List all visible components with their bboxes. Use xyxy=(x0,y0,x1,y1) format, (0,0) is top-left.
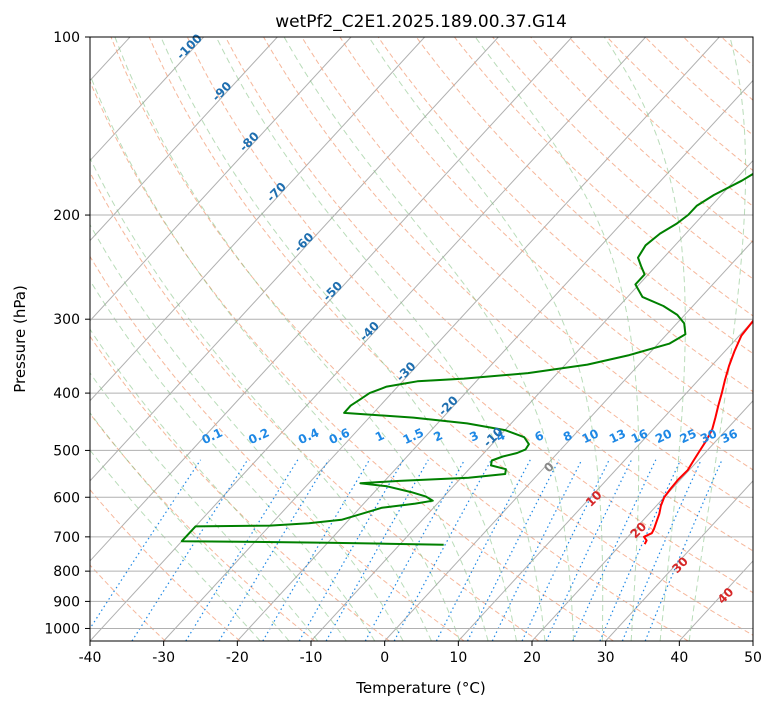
isotherm-line xyxy=(163,37,720,641)
mixing-ratio-line xyxy=(325,459,429,641)
x-tick-label: -40 xyxy=(79,650,102,666)
moist-adiabat-line xyxy=(90,412,290,641)
axis-ticks: -40 -30 -20 -10 0 10 20 30 40 50 100 200 300 400 500 60… xyxy=(44,30,762,666)
isotherm-line xyxy=(90,37,573,562)
y-tick-label: 800 xyxy=(53,564,80,580)
mixing-ratio-line xyxy=(545,459,633,641)
dry-adiabat-line xyxy=(148,37,753,636)
dry-adiabat-line xyxy=(186,37,753,594)
y-tick-label: 400 xyxy=(53,386,80,402)
mixing-ratio-line xyxy=(621,459,702,641)
mixing-ratio-label: 25 xyxy=(678,426,699,446)
x-tick-label: 0 xyxy=(380,650,389,666)
isotherm-line xyxy=(310,159,753,641)
dry-adiabat-line xyxy=(606,37,753,172)
moist-adiabat-line xyxy=(283,37,575,641)
moist-adiabat-line xyxy=(160,37,517,641)
plot-background xyxy=(90,37,753,641)
chart-title: wetPf2_C2E1.2025.189.00.37.G14 xyxy=(275,12,567,32)
dry-adiabat-line xyxy=(110,37,689,641)
x-tick-label: -30 xyxy=(152,650,175,666)
x-tick-label: 40 xyxy=(670,650,688,666)
mixing-ratio-label: 36 xyxy=(719,426,740,446)
dry-adiabat-line xyxy=(339,37,753,431)
moist-adiabat-line xyxy=(90,73,461,641)
dry-adiabat-line xyxy=(415,37,753,355)
x-tick-label: 10 xyxy=(449,650,467,666)
mixing-ratio-line xyxy=(298,459,404,641)
isotherm-line xyxy=(752,640,753,641)
y-tick-label: 900 xyxy=(53,594,80,610)
y-tick-label: 100 xyxy=(53,30,80,46)
moist-adiabat-line xyxy=(215,37,546,641)
mixing-ratio-line xyxy=(644,459,723,641)
dewpoint-line xyxy=(180,172,753,546)
moist-adiabat-line xyxy=(90,156,432,641)
mixing-ratio-line xyxy=(521,459,610,641)
pressure-gridlines xyxy=(90,36,753,629)
isotherm-line xyxy=(384,239,753,641)
isotherm-line xyxy=(90,37,278,242)
temperature-line xyxy=(643,319,753,545)
mixing-ratio-line xyxy=(262,459,371,641)
isotherm-line xyxy=(90,37,426,402)
isotherm-line xyxy=(531,400,753,641)
x-tick-label: 50 xyxy=(744,650,762,666)
dry-adiabat-line xyxy=(90,488,241,641)
moist-adiabat-line xyxy=(474,37,640,641)
x-tick-label: 20 xyxy=(523,650,541,666)
moist-adiabat-line xyxy=(368,37,604,641)
mixing-ratio-line xyxy=(393,459,492,641)
isotherm-line xyxy=(90,37,352,322)
mixing-ratio-line xyxy=(218,459,330,641)
dry-adiabat-line xyxy=(301,37,753,471)
dry-adiabat-line xyxy=(90,335,390,641)
isotherm-line xyxy=(605,480,753,641)
x-tick-label: 30 xyxy=(597,650,615,666)
y-tick-label: 300 xyxy=(53,312,80,328)
plot-frame xyxy=(89,36,754,642)
x-tick-label: -20 xyxy=(226,650,249,666)
moist-adiabat-line xyxy=(90,279,376,641)
y-tick-label: 600 xyxy=(53,490,80,506)
background-lines xyxy=(90,37,775,641)
mixing-ratio-label: 20 xyxy=(653,426,674,446)
moist-adiabat-line xyxy=(114,37,489,641)
x-axis-label: Temperature (°C) xyxy=(355,679,485,697)
mixing-ratio-line xyxy=(364,459,466,641)
y-tick-label: 500 xyxy=(53,443,80,459)
dry-adiabat-line xyxy=(568,37,753,207)
isotherm-line xyxy=(90,37,205,162)
y-tick-label: 700 xyxy=(53,530,80,546)
mixing-ratio-label: 16 xyxy=(629,426,650,446)
y-tick-label: 1000 xyxy=(44,621,80,637)
isotherm-line xyxy=(90,37,499,482)
moist-adiabat-line xyxy=(90,223,404,641)
mixing-ratio-label: 10 xyxy=(580,426,601,446)
dry-adiabat-line xyxy=(90,171,540,641)
mixing-ratio-line xyxy=(90,459,202,630)
x-tick-label: -10 xyxy=(300,650,323,666)
dry-adiabat-line xyxy=(225,37,753,552)
mixing-ratio-label: 13 xyxy=(607,426,628,446)
mixing-ratio-label: 30 xyxy=(698,426,719,446)
y-axis-label: Pressure (hPa) xyxy=(11,285,29,393)
y-tick-label: 200 xyxy=(53,208,80,224)
moist-adiabat-line xyxy=(90,328,347,641)
mixing-ratio-line xyxy=(572,459,657,641)
isotherm-line xyxy=(457,319,753,641)
isotherm-line xyxy=(236,79,753,641)
mixing-ratio-line xyxy=(599,459,682,641)
dry-adiabat-line xyxy=(760,37,775,641)
moist-adiabat-line xyxy=(90,372,319,641)
dry-adiabat-line xyxy=(263,37,753,511)
moist-adiabat-line xyxy=(688,37,747,641)
dry-adiabat-line xyxy=(90,80,614,641)
dry-adiabat-line xyxy=(492,37,753,280)
moist-adiabat-line xyxy=(603,37,686,641)
profile-lines xyxy=(180,172,753,546)
